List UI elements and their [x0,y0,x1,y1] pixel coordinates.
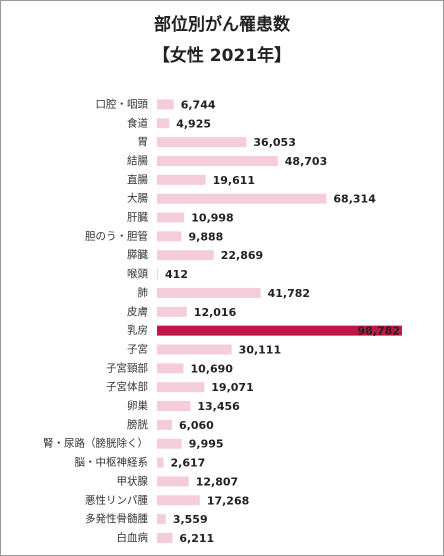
bar [157,118,170,129]
y-tick-label: 肺 [138,287,149,299]
y-tick-label: 甲状腺 [117,474,149,487]
value-label: 41,782 [268,287,310,300]
y-tick-label: 子宮 [127,342,148,355]
value-label: 30,111 [239,343,281,356]
chart-subtitle: 【女性 2021年】 [153,45,291,66]
value-label: 17,268 [207,494,249,507]
y-tick-label: 脳・中枢神経系 [75,456,149,469]
y-tick-label: 皮膚 [127,305,148,318]
value-label: 10,998 [191,212,233,225]
bar [157,212,185,223]
bar [157,269,159,280]
bar [157,344,232,355]
value-label: 3,559 [173,513,208,526]
y-tick-label: 多発性骨髄腫 [85,512,148,525]
bar [157,155,278,166]
bar [157,401,191,412]
bar [157,419,173,430]
y-tick-label: 卵巣 [127,399,148,412]
value-label: 98,782 [358,325,400,338]
value-label: 68,314 [333,193,376,206]
y-tick-label: 膵臓 [127,249,148,261]
chart-title: 部位別がん罹患数 [154,14,291,35]
value-label: 10,690 [191,362,234,375]
value-label: 9,888 [189,230,224,243]
value-label: 412 [165,268,188,281]
value-label: 22,869 [221,249,263,262]
value-label: 6,744 [181,98,216,111]
y-tick-label: 肝臓 [127,212,148,224]
bar [157,325,402,336]
bar [157,306,187,317]
bar [157,382,205,393]
y-tick-label: 口腔・咽頭 [96,97,149,110]
y-tick-label: 乳房 [127,324,148,337]
y-tick-label: 子宮体部 [106,380,148,393]
value-label: 48,703 [285,155,327,168]
value-label: 36,053 [253,136,295,149]
value-label: 2,617 [170,457,205,470]
value-label: 9,995 [189,438,224,451]
bar [157,476,189,487]
bar [157,137,247,148]
y-tick-label: 腎・尿路（膀胱除く） [43,437,148,450]
y-tick-label: 胆のう・胆管 [85,229,148,242]
bar [157,438,182,449]
y-tick-label: 悪性リンパ腫 [85,493,148,506]
value-label: 6,060 [179,419,214,432]
value-label: 6,211 [179,532,214,545]
y-tick-label: 大腸 [127,192,148,205]
bar [157,532,173,543]
y-tick-label: 子宮頸部 [106,361,148,374]
bar [157,457,164,468]
y-tick-label: 胃 [138,136,149,148]
bar [157,250,214,261]
y-tick-label: 喉頭 [127,268,148,280]
y-tick-label: 直腸 [127,173,148,186]
y-tick-label: 白血病 [117,531,149,544]
bar [157,495,200,506]
bar [157,514,166,525]
value-label: 13,456 [197,400,240,413]
value-label: 4,925 [176,117,211,130]
y-tick-label: 結腸 [127,154,148,167]
value-label: 19,611 [213,174,255,187]
bar [157,193,327,204]
value-label: 12,807 [196,475,238,488]
bar [157,99,174,110]
bar [157,231,182,242]
bar [157,174,206,185]
value-label: 19,071 [211,381,253,394]
y-tick-label: 膀胱 [127,418,148,431]
bar [157,363,184,374]
value-label: 12,016 [194,306,237,319]
y-tick-label: 食道 [127,116,148,129]
bar [157,287,261,298]
